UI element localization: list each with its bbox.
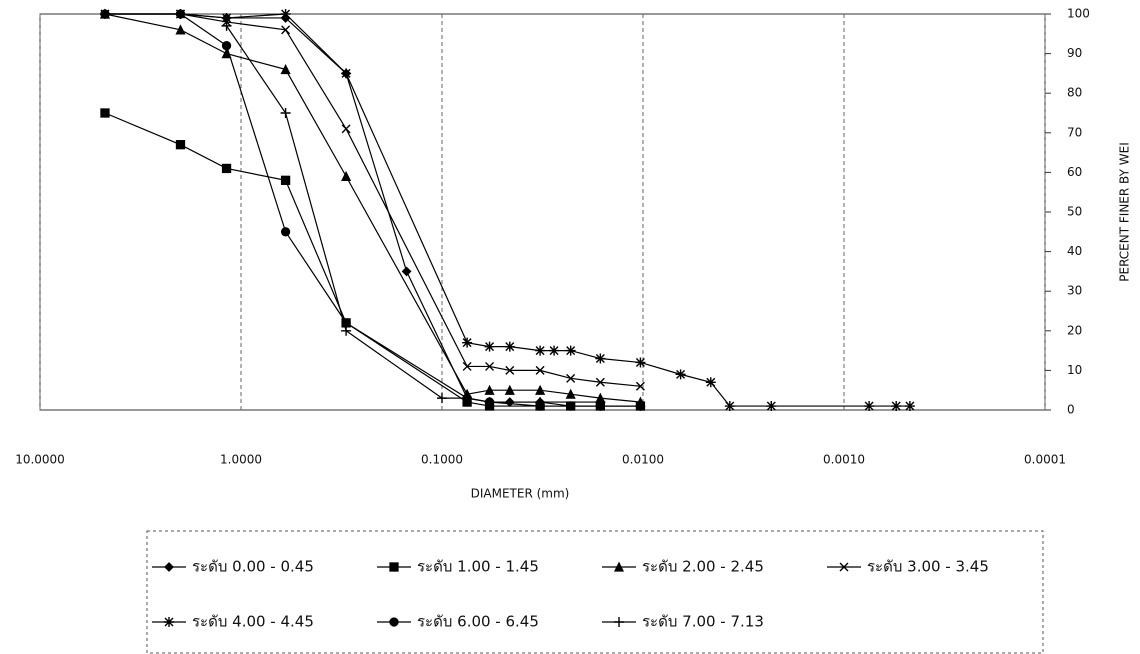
legend-label: ระดับ 2.00 - 2.45 xyxy=(642,558,764,576)
data-point xyxy=(462,338,472,348)
x-tick-label: 1.0000 xyxy=(220,453,262,467)
y-axis-label: PERCENT FINER BY WEI xyxy=(1118,142,1132,282)
legend-marker xyxy=(614,617,624,627)
legend-marker xyxy=(390,618,398,626)
legend-label: ระดับ 6.00 - 6.45 xyxy=(417,613,539,631)
data-point xyxy=(342,172,350,180)
legend-label: ระดับ 4.00 - 4.45 xyxy=(192,613,314,631)
data-point xyxy=(282,176,290,184)
x-tick-label: 0.0001 xyxy=(1024,453,1066,467)
data-point xyxy=(864,401,874,411)
y-tick-label: 60 xyxy=(1067,165,1082,179)
data-point xyxy=(281,108,291,118)
series xyxy=(101,10,644,406)
series-line xyxy=(105,14,640,386)
series-line xyxy=(105,14,640,402)
data-point xyxy=(535,346,545,356)
data-point xyxy=(505,342,515,352)
series-line xyxy=(105,14,640,406)
data-point xyxy=(549,346,559,356)
legend-label: ระดับ 0.00 - 0.45 xyxy=(192,558,314,576)
y-tick-label: 50 xyxy=(1067,205,1082,219)
chart: DIAMETER (mm) PERCENT FINER BY WEI 10.00… xyxy=(0,0,1140,654)
y-tick-label: 0 xyxy=(1067,403,1075,417)
data-point xyxy=(595,354,605,364)
data-point xyxy=(766,401,776,411)
data-point xyxy=(282,228,290,236)
series xyxy=(101,109,644,410)
y-tick-label: 10 xyxy=(1067,363,1082,377)
data-point xyxy=(223,42,231,50)
series-line xyxy=(105,113,640,406)
x-tick-label: 0.1000 xyxy=(421,453,463,467)
x-tick-label: 0.0010 xyxy=(823,453,865,467)
series xyxy=(101,10,644,390)
legend-marker xyxy=(390,563,398,571)
x-tick-label: 10.0000 xyxy=(15,453,65,467)
data-point xyxy=(635,357,645,367)
data-point xyxy=(342,125,350,133)
data-point xyxy=(706,377,716,387)
data-point xyxy=(176,10,184,18)
data-point xyxy=(676,369,686,379)
data-point xyxy=(282,65,290,73)
legend-marker xyxy=(165,563,173,571)
legend-label: ระดับ 7.00 - 7.13 xyxy=(642,613,764,631)
legend-box xyxy=(147,531,1043,653)
data-point xyxy=(566,346,576,356)
data-point xyxy=(281,9,291,19)
series xyxy=(222,21,606,407)
legend-marker xyxy=(164,617,174,627)
y-tick-label: 20 xyxy=(1067,323,1082,337)
series-line xyxy=(227,26,601,402)
y-tick-label: 90 xyxy=(1067,46,1082,60)
data-point xyxy=(101,109,109,117)
x-tick-label: 0.0100 xyxy=(622,453,664,467)
data-point xyxy=(101,10,109,18)
page: {"chart_data": {"type": "line", "x_label… xyxy=(0,0,1140,654)
series xyxy=(100,9,915,411)
legend-label: ระดับ 3.00 - 3.45 xyxy=(867,558,989,576)
y-tick-label: 100 xyxy=(1067,7,1090,21)
y-tick-label: 70 xyxy=(1067,125,1082,139)
y-tick-label: 30 xyxy=(1067,284,1082,298)
data-point xyxy=(437,393,447,403)
data-point xyxy=(725,401,735,411)
x-axis-label: DIAMETER (mm) xyxy=(471,487,570,501)
y-tick-label: 80 xyxy=(1067,86,1082,100)
data-point xyxy=(341,68,351,78)
legend-label: ระดับ 1.00 - 1.45 xyxy=(417,558,539,576)
y-tick-label: 40 xyxy=(1067,244,1082,258)
data-point xyxy=(403,267,411,275)
data-point xyxy=(636,402,644,410)
data-point xyxy=(176,141,184,149)
series-line xyxy=(105,14,640,406)
data-point xyxy=(905,401,915,411)
data-point xyxy=(891,401,901,411)
data-point xyxy=(223,164,231,172)
data-point xyxy=(485,342,495,352)
